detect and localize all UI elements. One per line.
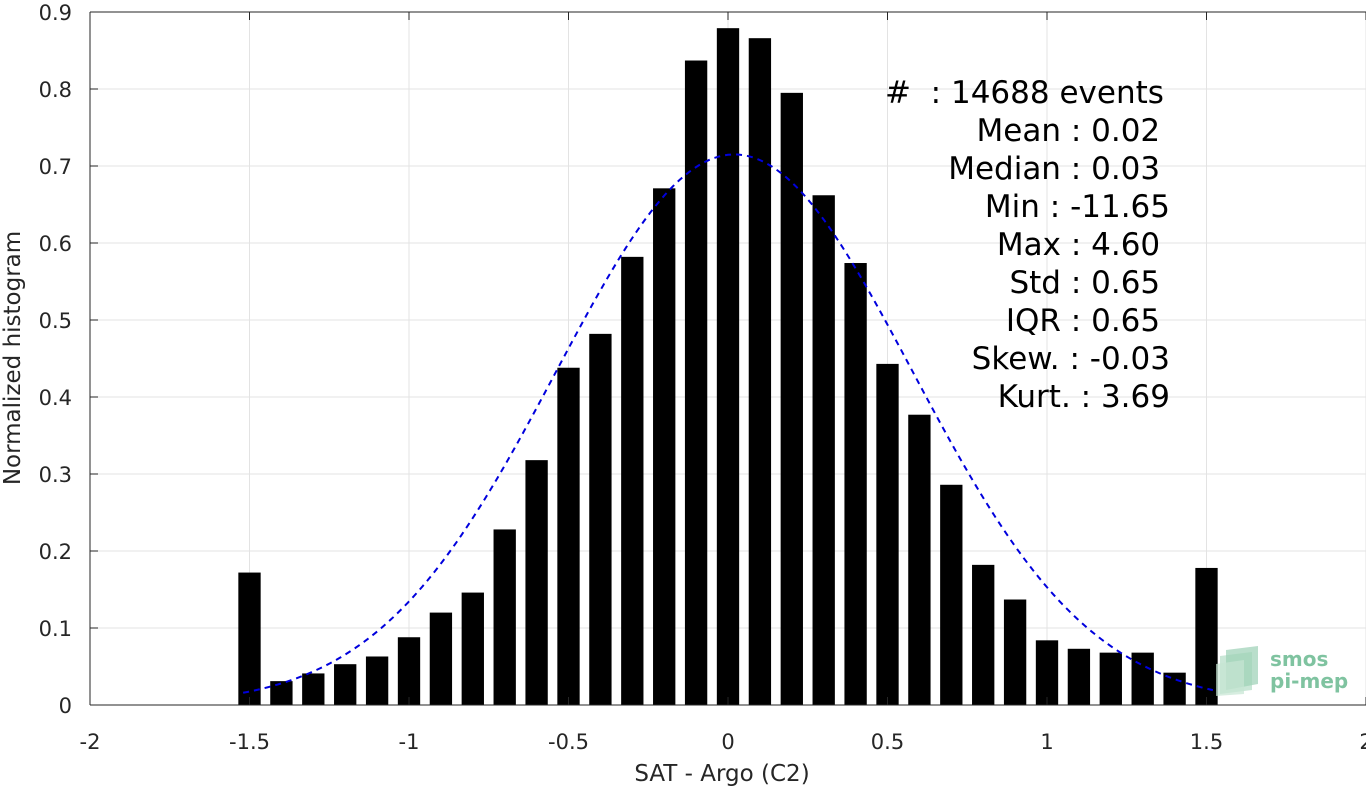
histogram-bar [844,263,867,705]
y-axis-ticks: 0 0.1 0.2 0.3 0.4 0.5 0.6 0.7 0.8 0.9 [39,1,98,718]
histogram-bar [908,414,931,705]
histogram-bar [429,612,453,705]
y-tick-label: 0.8 [39,78,72,102]
stat-std: Std : 0.65 [1009,265,1170,301]
histogram-bar [493,529,516,705]
histogram-bar [397,637,421,705]
histogram-bar [238,572,261,705]
x-tick-label: 1.5 [1190,730,1223,754]
stat-max: Max : 4.60 [996,227,1170,263]
y-tick-label: 0.9 [39,1,72,25]
y-tick-label: 0.3 [39,463,72,487]
stat-skew: Skew. : -0.03 [971,341,1170,377]
x-tick-label: 0 [721,730,734,754]
x-axis-ticks: -2 -1.5 -1 -0.5 0 0.5 1 1.5 2 [80,12,1366,754]
x-tick-label: -1 [399,730,420,754]
x-tick-label: -0.5 [548,730,589,754]
histogram-bar [748,38,772,706]
histogram-bar [1131,652,1154,705]
stat-kurt: Kurt. : 3.69 [997,379,1170,415]
histogram-bar [365,656,389,705]
histogram-bar [302,673,325,705]
histogram-bar [621,256,644,705]
stat-median: Median : 0.03 [948,151,1170,187]
y-tick-label: 0.5 [39,309,72,333]
y-tick-label: 0.6 [39,232,72,256]
histogram-bar [270,681,293,705]
y-tick-label: 0.4 [39,386,72,410]
histogram-bar [1067,648,1091,705]
histogram-bar [940,484,963,705]
histogram-bars [238,28,1218,706]
normal-fit-curve [242,153,1214,694]
logo-text-smos: smos [1270,647,1329,671]
histogram-bar [1163,672,1186,705]
y-tick-label: 0.1 [39,617,72,641]
histogram-bar [876,363,899,705]
histogram-bar [1099,652,1122,705]
statistics-annotation: # : 14688 events Mean : 0.02 Median : 0.… [860,74,1170,416]
stat-mean: Mean : 0.02 [976,113,1170,149]
histogram-bar [1003,599,1027,705]
histogram-bar [812,195,835,705]
histogram-bar [653,188,676,705]
histogram-bar [589,333,612,705]
x-tick-label: 1 [1040,730,1053,754]
histogram-bar [525,460,548,705]
histogram-bar [557,367,580,705]
smos-pimep-logo: smos pi-mep [1214,644,1354,696]
logo-waves-icon [1216,646,1258,696]
y-tick-label: 0.2 [39,540,72,564]
histogram-bar [684,60,708,705]
logo-text-pimep: pi-mep [1270,669,1349,693]
histogram-bar [1195,567,1218,705]
histogram-bar [461,592,484,705]
histogram-bar [1035,640,1059,705]
stat-events: # : 14688 events [885,75,1164,111]
x-tick-label: -1.5 [229,730,270,754]
x-tick-label: 0.5 [871,730,904,754]
y-tick-label: 0.7 [39,155,72,179]
x-tick-label: -2 [80,730,101,754]
x-axis-label: SAT - Argo (C2) [634,761,809,786]
histogram-bar [716,28,740,706]
x-tick-label: 2 [1359,730,1366,754]
histogram-bar [972,564,995,705]
y-tick-label: 0 [59,694,72,718]
y-axis-label: Normalized histogram [0,231,26,485]
histogram-bar [334,664,357,705]
stat-iqr: IQR : 0.65 [1005,303,1170,339]
histogram-bar [780,92,803,706]
stat-min: Min : -11.65 [984,189,1170,225]
